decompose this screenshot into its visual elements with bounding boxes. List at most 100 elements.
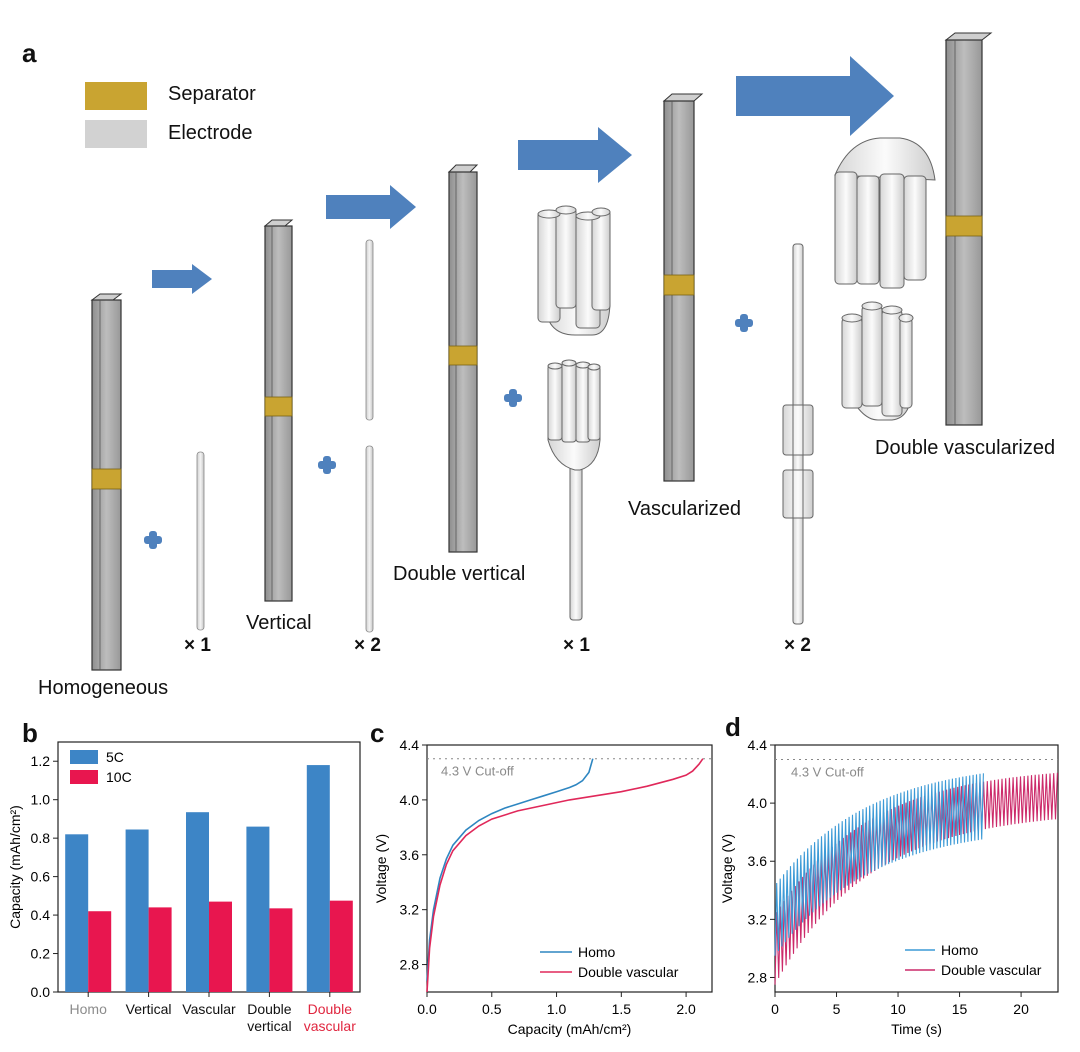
y-tick-label: 0.8: [31, 830, 51, 846]
x-tick-label: 0: [771, 1001, 779, 1017]
plus-icon: [504, 389, 522, 407]
plot-frame: [426, 744, 713, 993]
stage-label-vertical: Vertical: [246, 612, 312, 634]
y-tick-label: 3.6: [400, 847, 420, 863]
architecture-schematic: [90, 32, 993, 671]
bar-5c-double-vertical: [246, 826, 270, 992]
bar-5c-homo: [65, 834, 89, 992]
voltage-time-chart: 2.8 3.2 3.6 4.0 4.4 0 5 10 15 20 4.3 V Cut-off Homo…: [720, 737, 1059, 1037]
stage-label-vascularized: Vascularized: [628, 498, 742, 520]
multiplier-label: × 2: [354, 635, 381, 656]
bar-10c-vascular: [209, 901, 232, 992]
arrow-icon: [152, 264, 212, 294]
x-tick-label: Homo: [70, 1001, 108, 1017]
x-tick-label: 15: [952, 1001, 968, 1017]
y-tick-label: 0.6: [31, 869, 51, 885]
electrode-rod: [365, 239, 374, 421]
y-axis-label: Capacity (mAh/cm²): [7, 805, 23, 929]
x-tick-label: 5: [833, 1001, 841, 1017]
separator-band: [663, 274, 695, 296]
panel-c-letter: c: [370, 718, 385, 748]
separator-band: [448, 345, 478, 366]
vascularized-column: [662, 93, 704, 482]
y-tick-label: 4.4: [400, 737, 420, 753]
y-tick-label: 0.2: [31, 946, 51, 962]
plus-icon: [144, 531, 162, 549]
capacity-bar-chart: 0.0 0.2 0.4 0.6 0.8 1.0 1.2 Homo Vertical Vascula…: [7, 741, 361, 1034]
separator-band: [945, 215, 983, 237]
series-line-homo: [426, 758, 594, 982]
legend-label: Double vascular: [941, 962, 1042, 978]
vertical-column: [263, 219, 294, 602]
y-tick-label: 4.0: [400, 792, 420, 808]
panel-a-letter: a: [22, 38, 37, 68]
x-tick-label: vertical: [247, 1018, 291, 1034]
series-line-double-vascular: [426, 758, 704, 993]
plus-icon: [735, 314, 753, 332]
electrode-rod: [365, 445, 374, 633]
separator-band: [264, 396, 293, 417]
x-tick-label: 0.5: [482, 1001, 502, 1017]
bar-5c-vertical: [125, 829, 149, 992]
y-tick-label: 2.8: [748, 969, 768, 985]
electrode-rod: [196, 451, 205, 631]
arrow-icon: [736, 56, 894, 136]
y-tick-label: 3.2: [748, 911, 768, 927]
homogeneous-column: [90, 293, 123, 671]
bar-10c-homo: [88, 911, 112, 992]
x-axis-label: Time (s): [891, 1021, 942, 1037]
x-tick-label: 1.0: [547, 1001, 567, 1017]
multiplier-label: × 1: [184, 635, 211, 656]
y-tick-label: 4.0: [748, 795, 768, 811]
double-vascularized-column: [944, 32, 993, 426]
bar-10c-double-vascular: [329, 900, 353, 992]
cutoff-label: 4.3 V Cut-off: [791, 765, 864, 780]
y-tick-label: 1.0: [31, 792, 51, 808]
series-line-double-vascular: [774, 772, 1058, 985]
bar-10c-double-vertical: [269, 908, 293, 992]
legend-label: Homo: [941, 942, 979, 958]
arrow-icon: [518, 127, 632, 183]
stage-label-double-vascularized: Double vascularized: [875, 437, 1056, 459]
y-tick-label: 3.6: [748, 853, 768, 869]
branched-electrode-top: [537, 205, 611, 336]
bar-5c-vascular: [186, 812, 209, 992]
bar-10c-vertical: [148, 907, 172, 992]
bar-5c-double-vascular: [306, 765, 330, 992]
y-tick-label: 4.4: [748, 737, 768, 753]
y-tick-label: 0.4: [31, 907, 51, 923]
electrode-legend-label: Electrode: [168, 122, 253, 144]
voltage-capacity-chart: 2.8 3.2 3.6 4.0 4.4 0.0 0.5 1.0 1.5 2.0 4.3 V Cut-…: [373, 737, 713, 1037]
x-tick-label: 2.0: [676, 1001, 696, 1017]
multiplier-label: × 2: [784, 635, 811, 656]
x-tick-label: Vascular: [182, 1001, 236, 1017]
legend-label: Double vascular: [578, 964, 679, 980]
y-tick-label: 0.0: [31, 984, 51, 1000]
double-vertical-column: [447, 164, 479, 553]
x-tick-label: Double: [247, 1001, 292, 1017]
y-tick-label: 3.2: [400, 902, 420, 918]
double-vascular-electrode-bottom: [841, 301, 914, 421]
legend-label: 10C: [106, 769, 132, 785]
x-tick-label: 10: [890, 1001, 906, 1017]
x-tick-label: 1.5: [612, 1001, 632, 1017]
arrow-icons: [152, 56, 894, 294]
x-axis-label: Capacity (mAh/cm²): [508, 1021, 632, 1037]
arrow-icon: [326, 185, 416, 229]
cutoff-label: 4.3 V Cut-off: [441, 764, 514, 779]
separator-band: [91, 468, 122, 490]
y-tick-label: 2.8: [400, 957, 420, 973]
x-tick-label: 20: [1013, 1001, 1029, 1017]
legend-label: Homo: [578, 944, 616, 960]
x-tick-label: Double: [308, 1001, 353, 1017]
stage-label-double-vertical: Double vertical: [393, 563, 526, 585]
legend-swatch: [70, 750, 98, 764]
legend-swatch: [70, 770, 98, 784]
separator-legend-swatch: [85, 82, 147, 110]
panel-d-letter: d: [725, 712, 741, 742]
x-tick-label: 0.0: [417, 1001, 437, 1017]
double-vascular-electrode-top: [834, 137, 936, 289]
branched-electrode-bottom: [547, 359, 601, 621]
legend-label: 5C: [106, 749, 124, 765]
y-axis-label: Voltage (V): [720, 834, 735, 903]
